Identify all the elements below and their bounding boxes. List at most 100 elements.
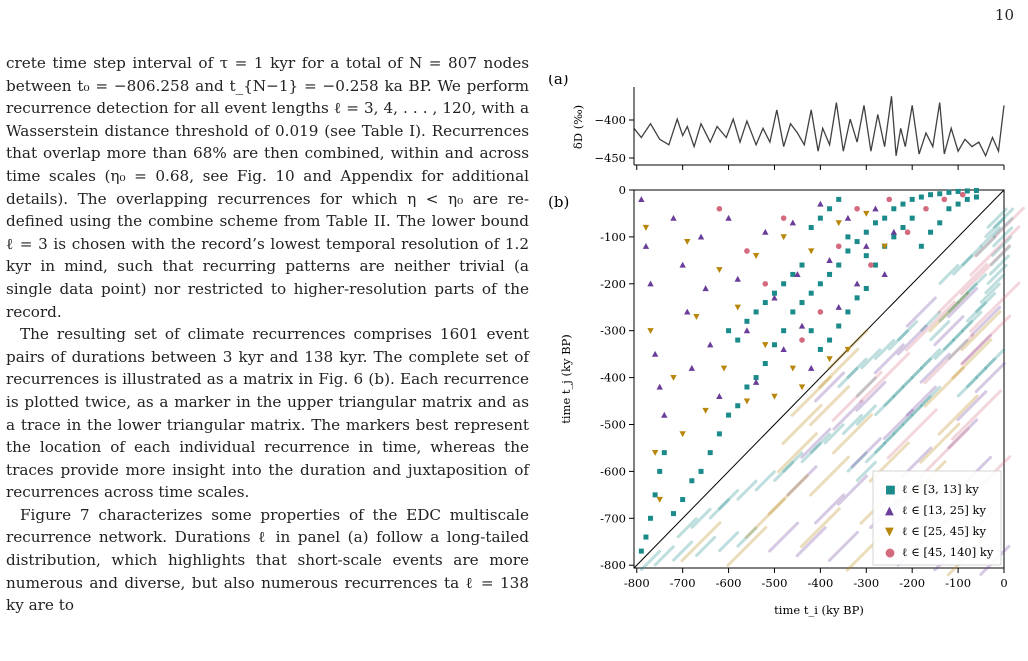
marker-3-3 xyxy=(780,215,787,221)
marker-0-34 xyxy=(928,192,934,198)
trace-1-31 xyxy=(970,305,1002,337)
trace-1-33 xyxy=(947,287,979,319)
trace-1-22 xyxy=(905,385,937,417)
marker-1-11 xyxy=(702,285,709,292)
panel-b-legend: ■ ℓ ∈ [3, 13] ky ▲ ℓ ∈ [13, 25] ky ▼ ℓ ∈… xyxy=(872,470,1002,566)
marker-1-12 xyxy=(707,341,714,348)
trace-1-18 xyxy=(947,418,979,450)
marker-3-9 xyxy=(886,196,893,203)
marker-2-23 xyxy=(863,210,870,217)
marker-0-0 xyxy=(638,548,644,554)
marker-0-49 xyxy=(900,225,906,231)
trace-0-29 xyxy=(965,301,987,323)
trace-0-67 xyxy=(855,376,877,398)
trace-2-10 xyxy=(809,455,851,497)
panel-b-xtick-label-8: 0 xyxy=(1000,576,1007,590)
marker-1-8 xyxy=(684,308,691,315)
marker-0-27 xyxy=(863,229,869,235)
marker-3-0 xyxy=(716,205,723,212)
marker-0-57 xyxy=(973,194,979,200)
marker-0-3 xyxy=(652,492,658,498)
panel-b-ytick-label-7: -700 xyxy=(600,511,626,525)
marker-2-9 xyxy=(716,267,723,274)
marker-0-13 xyxy=(735,403,741,409)
marker-1-1 xyxy=(642,242,650,249)
marker-0-59 xyxy=(735,337,741,343)
marker-1-16 xyxy=(743,327,751,334)
marker-3-2 xyxy=(762,280,769,287)
trace-0-18 xyxy=(855,404,877,426)
panel-b-xlabel: time t_i (ky BP) xyxy=(774,603,864,617)
marker-0-6 xyxy=(670,511,676,517)
marker-0-12 xyxy=(726,412,732,418)
trace-0-71 xyxy=(874,338,896,360)
trace-1-21 xyxy=(956,390,988,422)
trace-3-5 xyxy=(859,352,911,404)
trace-0-51 xyxy=(938,263,960,285)
marker-2-12 xyxy=(743,398,751,405)
panel-b-xtick-label-1: -700 xyxy=(670,576,696,590)
marker-0-26 xyxy=(854,239,860,245)
trace-0-38 xyxy=(992,217,1014,239)
marker-2-14 xyxy=(762,342,769,349)
trace-0-68 xyxy=(837,367,859,389)
trace-0-40 xyxy=(956,376,978,398)
marker-2-8 xyxy=(702,407,709,414)
panel-b-ytick-label-0: 0 xyxy=(619,183,626,197)
marker-3-6 xyxy=(835,243,842,250)
marker-1-23 xyxy=(798,322,806,329)
trace-0-9 xyxy=(718,489,740,511)
trace-0-55 xyxy=(979,226,1001,248)
trace-0-30 xyxy=(975,292,997,314)
panel-b-ytick-label-6: -600 xyxy=(600,464,626,478)
trace-0-60 xyxy=(864,442,886,464)
trace-3-11 xyxy=(960,244,1012,296)
trace-1-26 xyxy=(919,352,951,384)
trace-1-29 xyxy=(896,324,928,356)
trace-0-5 xyxy=(736,526,758,548)
trace-2-20 xyxy=(818,347,860,389)
marker-0-9 xyxy=(698,468,704,474)
legend-symbol-1: ■ xyxy=(885,482,896,496)
marker-0-71 xyxy=(845,309,851,315)
marker-0-45 xyxy=(863,253,869,259)
trace-0-72 xyxy=(887,329,909,351)
trace-0-52 xyxy=(952,254,974,276)
marker-0-41 xyxy=(817,215,823,221)
marker-0-54 xyxy=(946,206,952,212)
panel-b-ytick-label-5: -500 xyxy=(600,417,626,431)
marker-2-7 xyxy=(693,314,700,320)
marker-1-19 xyxy=(771,294,778,301)
trace-1-17 xyxy=(800,427,832,459)
trace-0-27 xyxy=(952,320,974,342)
marker-0-58 xyxy=(726,328,732,334)
trace-0-57 xyxy=(986,207,1008,229)
legend-box xyxy=(872,470,1002,566)
trace-0-33 xyxy=(986,263,1008,285)
trace-2-3 xyxy=(680,521,722,563)
panel-b-ylabel: time t_j (ky BP) xyxy=(559,334,573,424)
panel-b-xtick-label-4: -400 xyxy=(807,576,833,590)
trace-3-12 xyxy=(969,225,1021,277)
trace-0-0 xyxy=(640,549,662,571)
marker-2-10 xyxy=(720,365,728,372)
trace-1-32 xyxy=(905,296,937,328)
legend-symbol-3: ▼ xyxy=(885,524,894,538)
panel-b-diagonal xyxy=(633,189,1005,569)
panel-b-xtick-label-2: -600 xyxy=(716,576,742,590)
trace-1-5 xyxy=(768,521,800,553)
panel-b-xtick-label-7: -100 xyxy=(945,576,971,590)
marker-0-14 xyxy=(744,384,750,390)
marker-1-20 xyxy=(780,346,787,353)
marker-3-5 xyxy=(817,309,824,315)
legend-symbol-2: ▲ xyxy=(885,503,894,517)
trace-0-49 xyxy=(956,282,978,304)
marker-1-0 xyxy=(638,196,645,202)
marker-0-10 xyxy=(707,450,713,456)
trace-0-24 xyxy=(920,348,942,370)
marker-0-69 xyxy=(827,337,833,343)
panel-a-timeseries: −400 −450 δD (‰) xyxy=(571,87,1005,170)
trace-2-15 xyxy=(781,403,823,445)
trace-0-16 xyxy=(823,423,845,445)
trace-3-3 xyxy=(950,389,1002,441)
